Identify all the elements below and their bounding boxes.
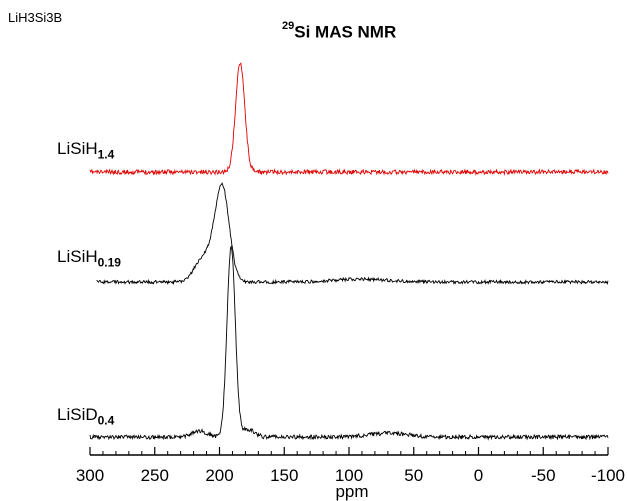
x-tick-label: -50 <box>531 466 556 485</box>
series-label-main: LiSiH <box>57 247 98 266</box>
spectrum-line-lisid0-4 <box>89 245 609 441</box>
x-tick-label: 100 <box>335 466 363 485</box>
x-axis-ticks: 300 250 200 150 100 50 0 -50 -100 <box>76 447 625 485</box>
title-isotope-superscript: 29 <box>282 20 295 32</box>
series-label-main: LiSiH <box>57 139 98 158</box>
x-tick-label: 0 <box>474 466 483 485</box>
x-tick-label: 200 <box>205 466 233 485</box>
series-label-lisih-1-4: LiSiH1.4 <box>57 139 114 161</box>
corner-label: LiH3Si3B <box>8 10 63 25</box>
x-tick-label: 50 <box>404 466 423 485</box>
chart-title: 29Si MAS NMR <box>282 20 397 43</box>
series-label-subscript: 1.4 <box>97 147 115 162</box>
title-text: Si MAS NMR <box>294 22 397 42</box>
series-label-subscript: 0.19 <box>97 255 121 270</box>
x-tick-label: -100 <box>591 466 625 485</box>
series-label-main: LiSiD <box>57 405 98 424</box>
x-tick-label: 150 <box>270 466 298 485</box>
x-tick-label: 250 <box>141 466 169 485</box>
spectrum-line-lisih1-4 <box>89 62 609 176</box>
x-tick-label: 300 <box>76 466 104 485</box>
series-label-lisid-0-4: LiSiD0.4 <box>57 405 114 427</box>
series-label-subscript: 0.4 <box>97 413 115 428</box>
spectrum-line-lisih0-19 <box>96 182 609 286</box>
spectrum-traces <box>89 62 609 441</box>
x-axis-label: ppm <box>335 482 368 501</box>
series-label-lisih-0-19: LiSiH0.19 <box>57 247 121 269</box>
